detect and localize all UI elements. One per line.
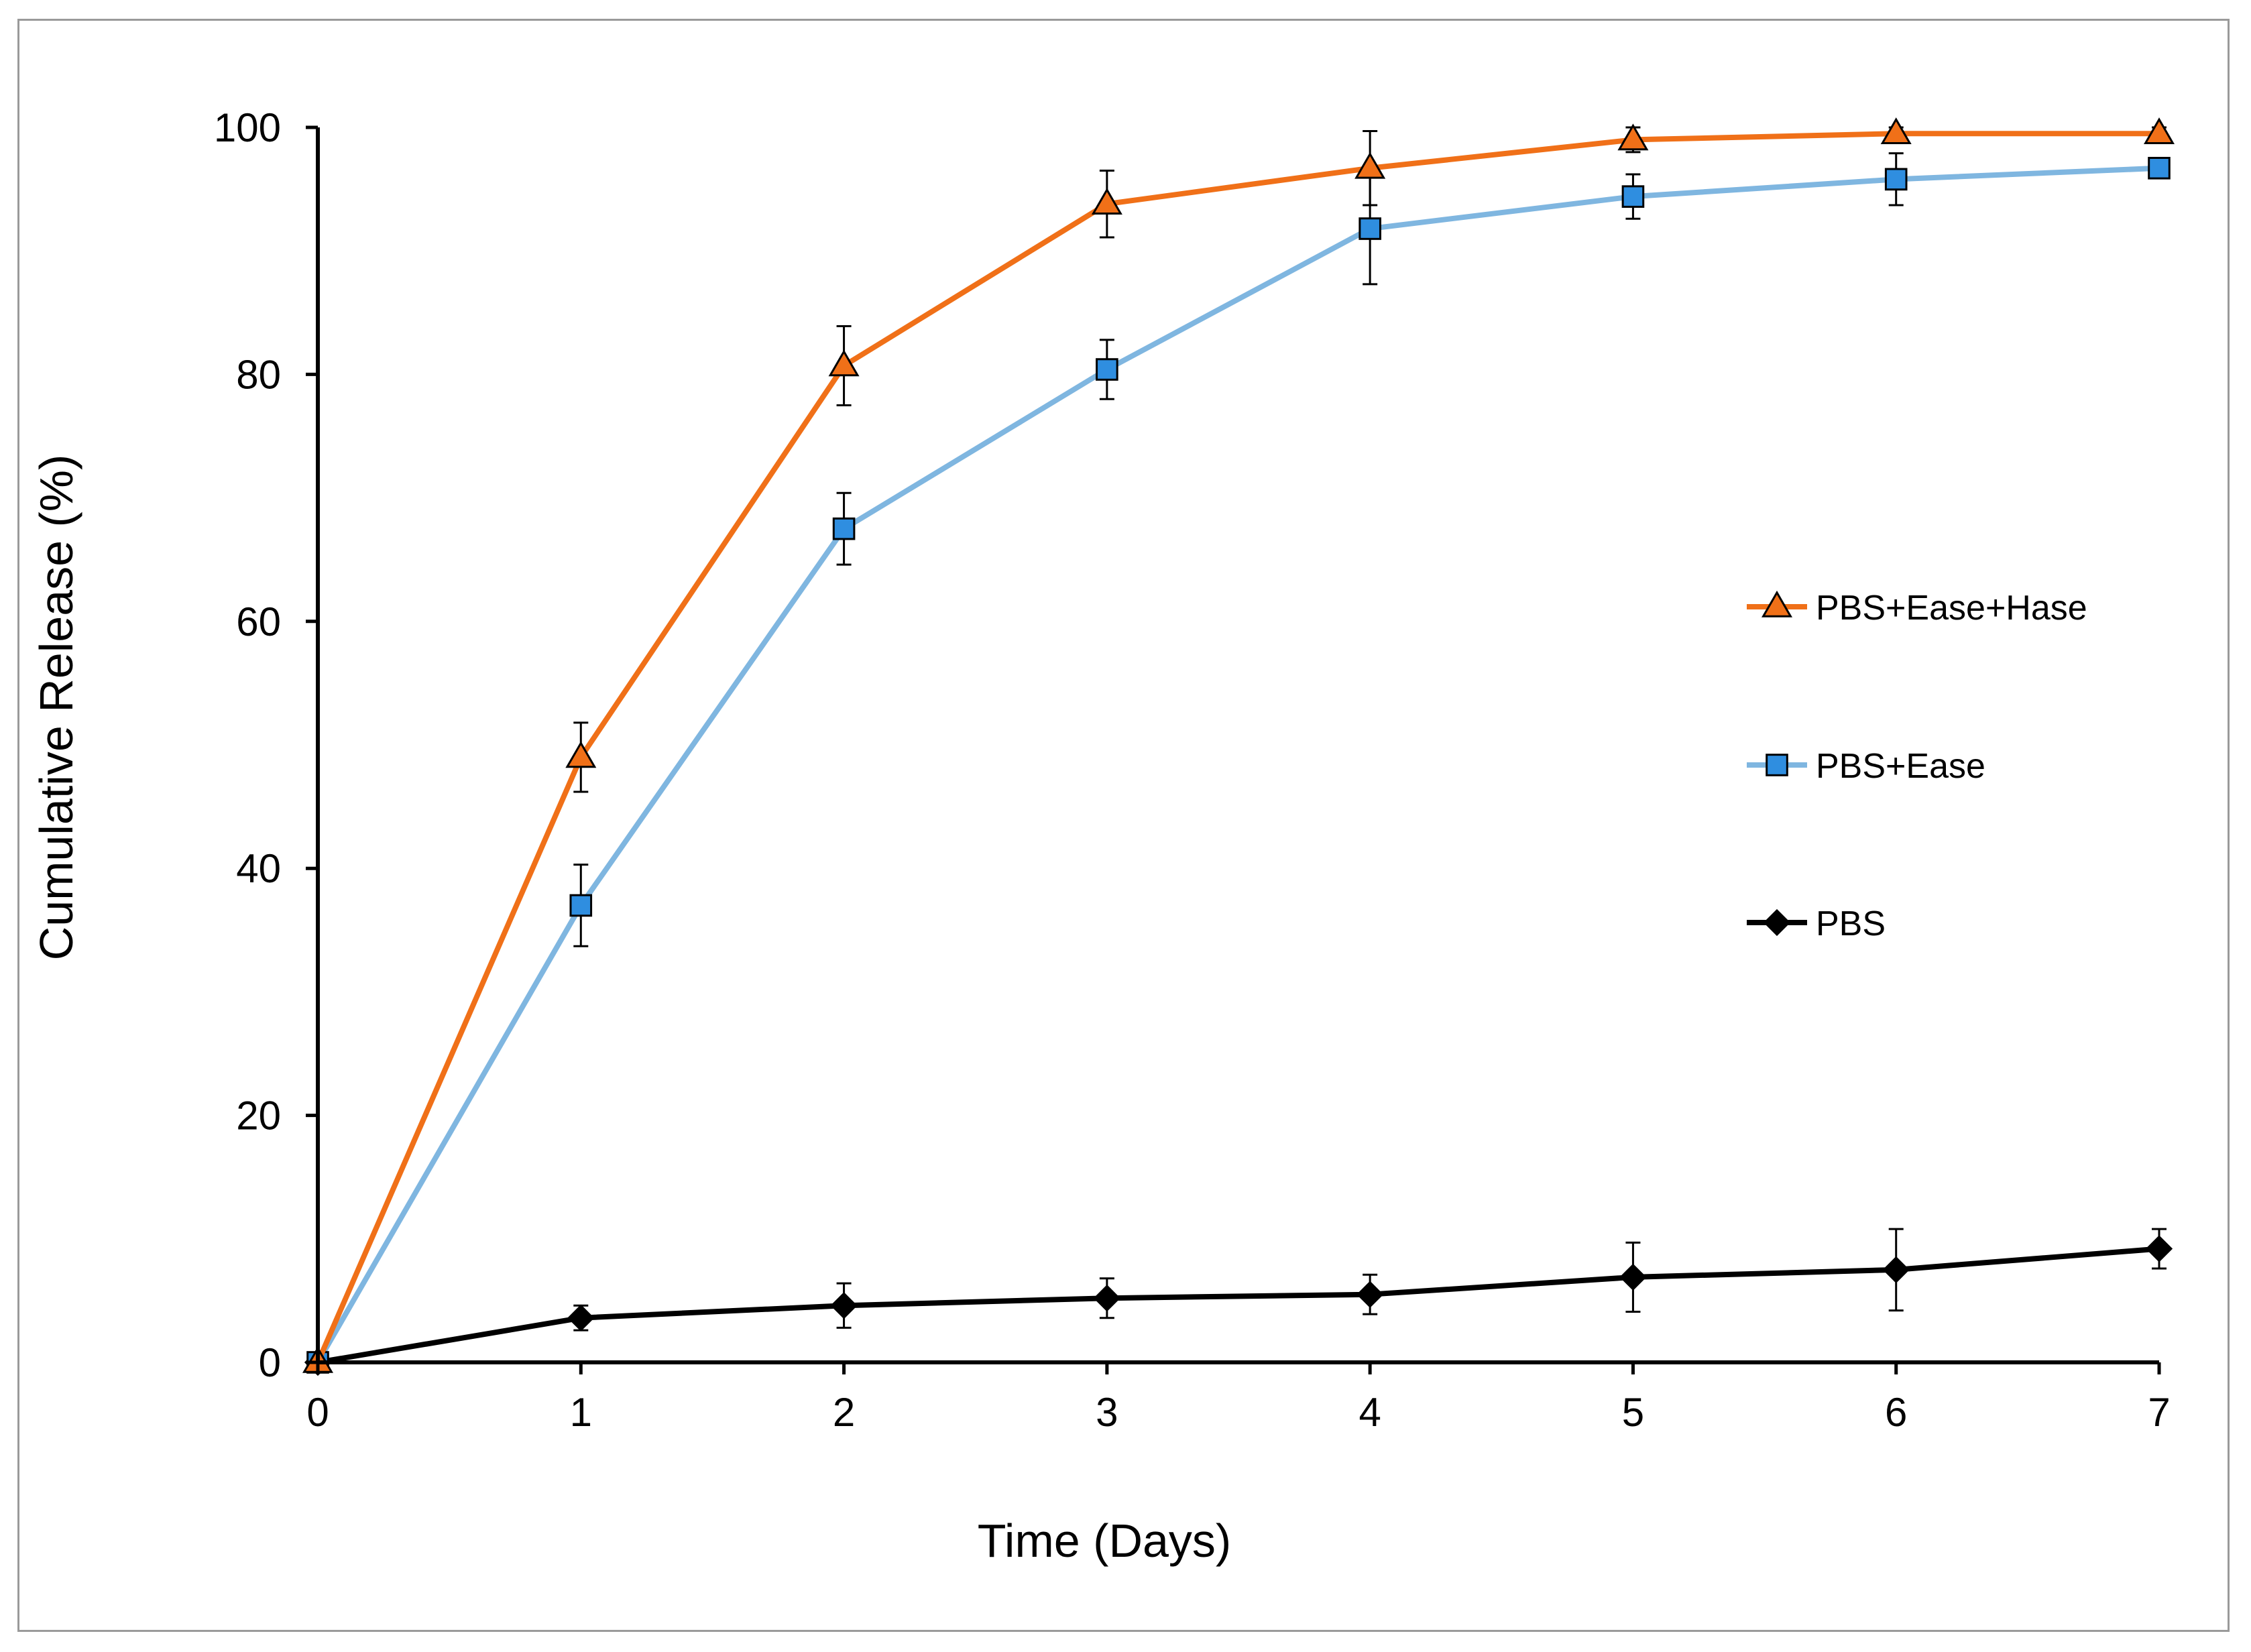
data-point bbox=[1357, 1281, 1384, 1308]
ticks-layer: 0 1 2 3 4 5 6 7 0 20 40 60 80 100 bbox=[214, 105, 2171, 1435]
x-axis-title: Time (Days) bbox=[978, 1515, 1232, 1567]
data-point bbox=[830, 1292, 858, 1319]
data-point bbox=[2148, 156, 2171, 180]
data-point bbox=[1617, 123, 1649, 151]
series-pbs-ease bbox=[306, 152, 2171, 1374]
legend-swatch-marker bbox=[1762, 590, 1792, 617]
data-point bbox=[1354, 152, 1386, 179]
data-point bbox=[1093, 1285, 1120, 1312]
series-layer bbox=[302, 117, 2175, 1376]
legend-item: PBS+Ease bbox=[1747, 747, 1985, 786]
legend-item: PBS bbox=[1747, 904, 1886, 943]
y-tick-label: 100 bbox=[214, 105, 281, 150]
y-tick-label: 80 bbox=[236, 352, 281, 397]
legend-label: PBS+Ease bbox=[1816, 747, 1985, 786]
data-point bbox=[1884, 168, 1908, 191]
data-point bbox=[1882, 1256, 1910, 1283]
data-point bbox=[828, 349, 860, 377]
data-point bbox=[567, 1304, 595, 1332]
data-point bbox=[1091, 188, 1122, 215]
data-point bbox=[1096, 358, 1118, 381]
data-point bbox=[1880, 117, 1912, 144]
legend-label: PBS bbox=[1816, 904, 1886, 943]
data-point bbox=[832, 517, 856, 540]
data-point bbox=[569, 894, 593, 917]
y-tick-label: 0 bbox=[259, 1340, 281, 1385]
legend-swatch-marker bbox=[1766, 754, 1788, 776]
y-tick-label: 40 bbox=[236, 846, 281, 891]
y-tick-label: 60 bbox=[236, 599, 281, 644]
x-tick-label: 7 bbox=[2148, 1390, 2170, 1435]
x-tick-label: 4 bbox=[1359, 1390, 1381, 1435]
y-axis-title: Cumulative Release (%) bbox=[30, 455, 82, 961]
data-point bbox=[565, 741, 597, 768]
series-pbs bbox=[304, 1228, 2173, 1376]
series-pbs-ease-hase bbox=[302, 117, 2175, 1373]
legend-label: PBS+Ease+Hase bbox=[1816, 589, 2087, 628]
x-tick-label: 0 bbox=[306, 1390, 329, 1435]
data-point bbox=[2145, 1235, 2173, 1262]
x-tick-label: 6 bbox=[1885, 1390, 1907, 1435]
x-tick-label: 2 bbox=[833, 1390, 855, 1435]
series-line bbox=[315, 131, 2159, 1364]
x-tick-label: 3 bbox=[1096, 1390, 1118, 1435]
data-point bbox=[2144, 117, 2175, 144]
series-line bbox=[315, 165, 2160, 1364]
x-tick-label: 5 bbox=[1622, 1390, 1644, 1435]
y-tick-label: 20 bbox=[236, 1094, 281, 1138]
data-point bbox=[1621, 185, 1645, 208]
data-point bbox=[1359, 217, 1381, 240]
axes-layer bbox=[316, 127, 2159, 1364]
series-line bbox=[317, 1246, 2160, 1365]
legend: PBS+Ease+Hase PBS+Ease PBS bbox=[1747, 589, 2087, 943]
data-point bbox=[1619, 1263, 1647, 1291]
legend-swatch-marker bbox=[1763, 908, 1791, 937]
legend-item: PBS+Ease+Hase bbox=[1747, 589, 2087, 628]
x-tick-label: 1 bbox=[570, 1390, 592, 1435]
